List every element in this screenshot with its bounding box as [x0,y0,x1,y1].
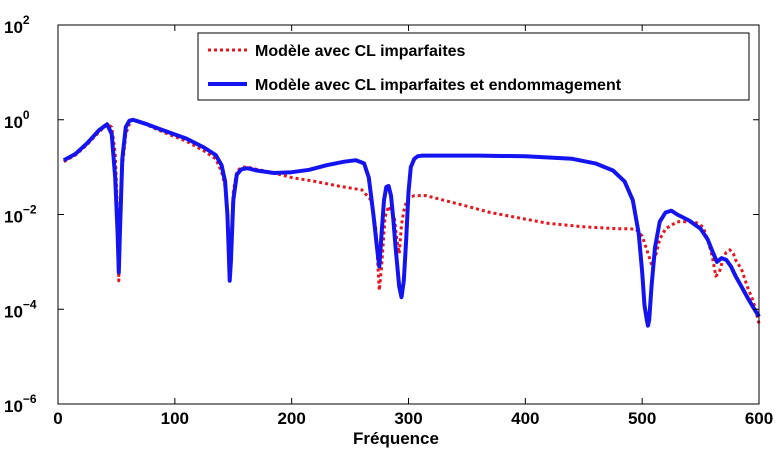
x-tick-label: 0 [53,409,62,428]
x-axis-title: Fréquence [353,429,439,448]
y-tick-label: 102 [4,13,30,37]
legend-label-imparfaites: Modèle avec CL imparfaites [255,43,466,60]
series-layer [62,117,761,328]
legend-box [197,32,750,101]
x-tick-label: 500 [628,409,656,428]
x-tick-label: 200 [277,409,305,428]
y-tick-label: 100 [4,108,30,132]
series-line-0 [63,118,761,324]
x-tick-label: 100 [161,409,189,428]
x-tick-label: 300 [394,409,422,428]
y-tick-label: 10−4 [4,297,37,321]
y-tick-label: 10−2 [4,203,37,227]
legend-label-endommagement: Modèle avec CL imparfaites et endommagem… [255,77,622,94]
y-tick-label: 10−6 [4,392,37,416]
legend: Modèle avec CL imparfaites Modèle avec C… [197,32,750,101]
ticks-layer: 0 100 200 300 400 500 600 10−6 10−4 10−2 100 102 [4,13,773,428]
x-tick-label: 600 [745,409,773,428]
series-line-1 [62,117,761,328]
x-tick-label: 400 [511,409,539,428]
